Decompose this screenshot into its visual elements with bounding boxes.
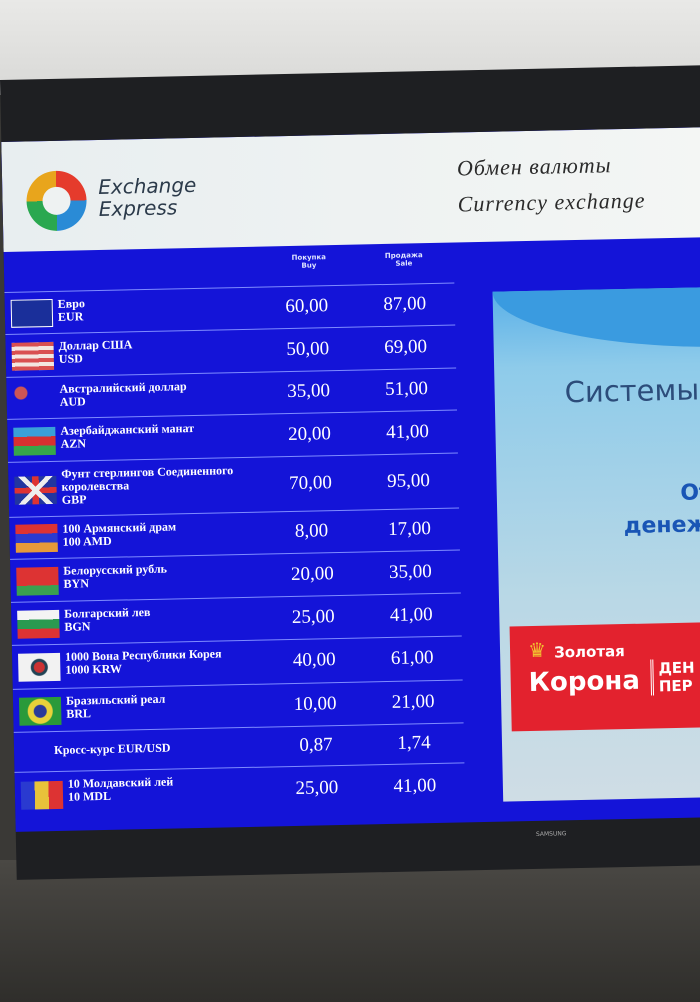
buy-rate: 20,00	[287, 422, 332, 445]
zolotaya-korona-banner: ♛ Золотая Корона ДЕН ПЕР	[509, 621, 700, 732]
ad-text: Системы	[564, 372, 700, 410]
sale-rate: 41,00	[393, 774, 437, 797]
buy-rate: 10,00	[293, 692, 337, 715]
currency-name: Кросс-курс EUR/USD	[54, 740, 254, 757]
br-flag-icon	[18, 696, 62, 726]
sale-rate: 35,00	[388, 560, 432, 583]
sale-rate: 21,00	[391, 690, 435, 713]
buy-rate: 50,00	[286, 337, 330, 360]
buy-rate: 8,00	[294, 520, 329, 542]
ad-line1: Отпр	[680, 479, 700, 506]
currency-name: Евро EUR	[58, 294, 259, 324]
sale-rate: 51,00	[384, 378, 429, 400]
currency-code: EUR	[57, 309, 84, 324]
page-title: Обмен валюты Currency exchange	[457, 147, 646, 223]
currency-name: Австралийский доллар AUD	[59, 379, 260, 409]
buy-rate: 0,87	[299, 734, 333, 756]
buy-rate: 25,00	[295, 776, 339, 799]
title-ru: Обмен валюты	[456, 152, 612, 181]
brand-line2: Express	[98, 195, 178, 221]
brand3a: ДЕН	[658, 658, 695, 678]
title-en: Currency exchange	[457, 187, 646, 217]
swoosh	[492, 286, 700, 352]
currency-label: Кросс-курс EUR/USD	[53, 740, 171, 758]
buy-rate: 70,00	[288, 471, 333, 494]
by-flag-icon	[16, 566, 59, 596]
au-flag-icon	[12, 383, 55, 413]
us-flag-icon	[11, 341, 55, 371]
kr-flag-icon	[18, 652, 61, 682]
tv-brand: SAMSUNG	[535, 830, 567, 838]
brand3: ДЕН ПЕР	[650, 658, 696, 696]
currency-name: 1000 Вона Республики Корея 1000 KRW	[65, 646, 266, 677]
buy-rate: 35,00	[286, 380, 331, 403]
screen: Exchange Express Обмен валюты Currency exc…	[1, 126, 700, 832]
sale-rate: 69,00	[384, 335, 428, 358]
column-buy: Покупка Buy	[291, 253, 327, 270]
currency-name: Доллар США USD	[58, 336, 259, 366]
currency-name: Бразильский реал BRL	[66, 691, 267, 721]
rate-row: Фунт стерлингов Соединенного королевства…	[8, 452, 460, 517]
exchange-express-logo-icon	[25, 170, 88, 232]
crown-icon: ♛	[527, 639, 547, 663]
currency-name: 100 Армянский драм 100 AMD	[62, 519, 263, 549]
brand-name: Exchange Express	[98, 172, 197, 221]
buy-rate: 25,00	[291, 605, 335, 628]
brand1: Золотая	[553, 642, 625, 662]
am-flag-icon	[15, 523, 58, 553]
sale-rate: 61,00	[390, 647, 434, 669]
ad-line2: денежны	[623, 511, 700, 540]
column-sale: Продажа Sale	[384, 251, 423, 268]
md-flag-icon	[20, 780, 64, 810]
currency-code: 10 MDL	[67, 788, 112, 804]
brand-line1: Exchange	[98, 172, 197, 199]
rate-row: 10 Молдавский лей 10 MDL 25,00 41,00	[14, 762, 466, 817]
currency-code: 100 AMD	[62, 533, 112, 549]
eu-flag-icon	[10, 298, 54, 328]
header: Exchange Express Обмен валюты Currency exc…	[1, 126, 700, 252]
brand2: Корона	[528, 665, 641, 699]
buy-rate: 60,00	[285, 295, 329, 318]
sale-rate: 41,00	[385, 420, 430, 443]
gb-flag-icon	[14, 475, 57, 505]
sale-rate: 41,00	[389, 603, 433, 626]
currency-name: 10 Молдавский лей 10 MDL	[68, 774, 269, 804]
currency-code: 1000 KRW	[65, 661, 123, 677]
sale-rate: 87,00	[383, 293, 427, 316]
sale-rate: 17,00	[387, 518, 432, 540]
wall-bottom	[0, 860, 700, 1002]
bg-flag-icon	[17, 609, 60, 639]
ad-panel: Системы Отпр денежны ♛ Золотая Корона ДЕН…	[492, 286, 700, 802]
sale-rate: 95,00	[386, 469, 431, 492]
currency-name: Азербайджанский манат AZN	[60, 421, 261, 451]
brand3b: ПЕР	[658, 676, 693, 696]
buy-rate: 20,00	[290, 562, 334, 585]
buy-rate: 40,00	[292, 649, 336, 671]
ad-headline: Отпр денежны	[563, 477, 700, 545]
sale-rate: 1,74	[397, 732, 431, 754]
currency-name: Белорусский рубль BYN	[63, 561, 264, 591]
az-flag-icon	[13, 426, 56, 456]
currency-name: Болгарский лев BGN	[64, 604, 265, 634]
currency-name: Фунт стерлингов Соединенного королевства…	[61, 463, 262, 507]
tv-display: Exchange Express Обмен валюты Currency exc…	[0, 64, 700, 880]
